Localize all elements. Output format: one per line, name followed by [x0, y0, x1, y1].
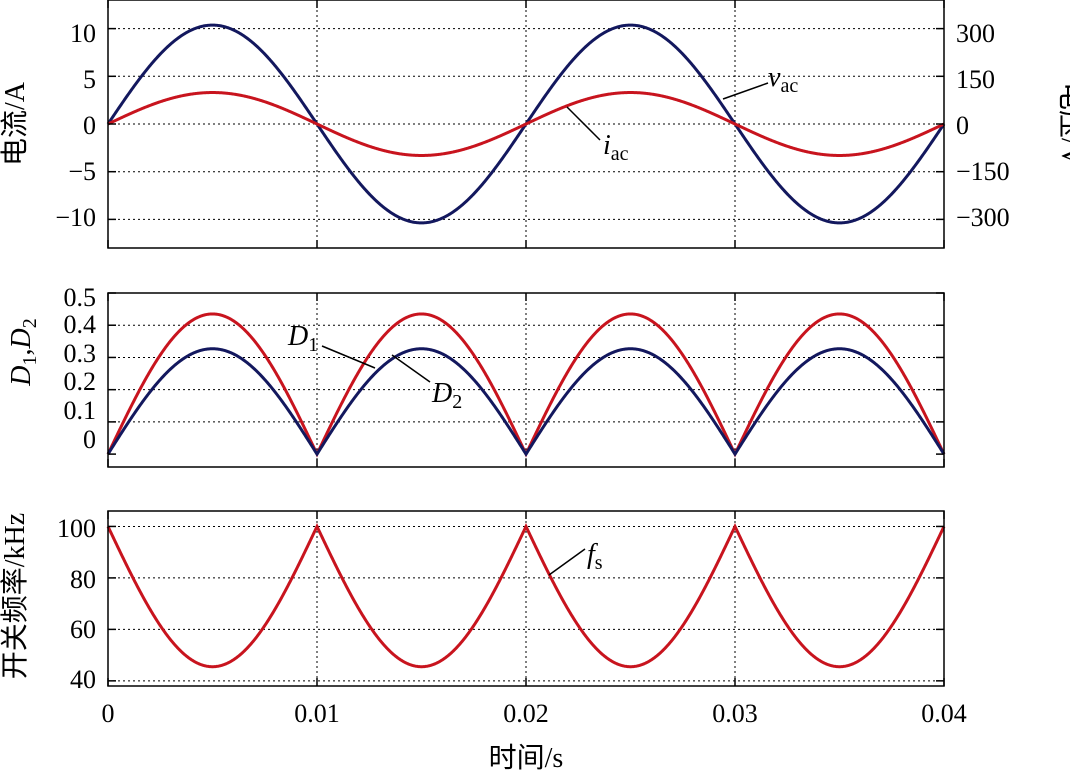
bottom-tick: 80 — [70, 565, 96, 594]
middle-tickmarks — [107, 292, 945, 467]
top-left-tick: −5 — [68, 157, 96, 186]
top-left-tick: 10 — [70, 19, 96, 48]
middle-grid — [108, 293, 944, 467]
middle-tick: 0.1 — [64, 396, 97, 425]
top-left-tick: 5 — [83, 65, 96, 94]
top-tickmarks — [107, 0, 945, 248]
series-fs — [106, 522, 946, 669]
top-right-tick: 300 — [956, 19, 995, 48]
x-tick: 0.04 — [921, 699, 967, 728]
middle-tick: 0.2 — [64, 367, 97, 396]
middle-tick: 0 — [83, 425, 96, 454]
bottom-tickmarks — [107, 511, 945, 686]
d2-leader — [391, 354, 431, 383]
x-tick: 0.02 — [503, 699, 549, 728]
middle-ylabel: D1,D2 — [6, 318, 41, 386]
x-tick: 0 — [102, 699, 115, 728]
bottom-grid — [108, 511, 944, 686]
top-left-tick: 0 — [83, 111, 96, 140]
panel-middle: 0.5 0.4 0.3 0.2 0.1 0 D1,D2 D1 D2 — [6, 283, 946, 468]
iac-leader — [566, 106, 601, 141]
iac-label: iac — [603, 130, 629, 165]
x-axis-label: 时间/s — [489, 742, 564, 774]
vac-leader — [722, 82, 769, 100]
middle-tick: 0.5 — [64, 283, 97, 312]
vac-label: vac — [768, 62, 798, 97]
bottom-tick: 100 — [57, 514, 96, 543]
top-right-tick: 150 — [956, 65, 995, 94]
d2-label: D2 — [431, 378, 462, 413]
top-ylabel-left: 电流/A — [0, 81, 31, 166]
bottom-tick: 60 — [70, 615, 96, 644]
d1-leader — [321, 345, 376, 369]
top-right-tick: −150 — [956, 157, 1010, 186]
fs-leader — [548, 548, 586, 576]
top-right-tick: −300 — [956, 203, 1010, 232]
middle-tick: 0.3 — [64, 339, 97, 368]
x-tick: 0.03 — [712, 699, 758, 728]
panel-top: 10 5 0 −5 −10 300 150 0 −150 −300 电流/A 电… — [0, 0, 1070, 249]
x-tick: 0.01 — [294, 699, 340, 728]
panel-bottom: 100 80 60 40 开关频率/kHz fs 0 0.01 0.02 0.0… — [0, 510, 967, 774]
top-grid — [108, 0, 944, 248]
d1-label: D1 — [287, 321, 318, 356]
bottom-ylabel: 开关频率/kHz — [0, 513, 31, 679]
top-left-tick: −10 — [55, 203, 96, 232]
series-i-ac — [107, 91, 945, 157]
series-d2 — [106, 347, 946, 457]
top-ylabel-right: 电压/V — [1055, 82, 1070, 166]
bottom-tick: 40 — [70, 665, 96, 694]
middle-tick: 0.4 — [64, 310, 97, 339]
top-right-tick: 0 — [956, 111, 969, 140]
fs-label: fs — [587, 539, 603, 574]
